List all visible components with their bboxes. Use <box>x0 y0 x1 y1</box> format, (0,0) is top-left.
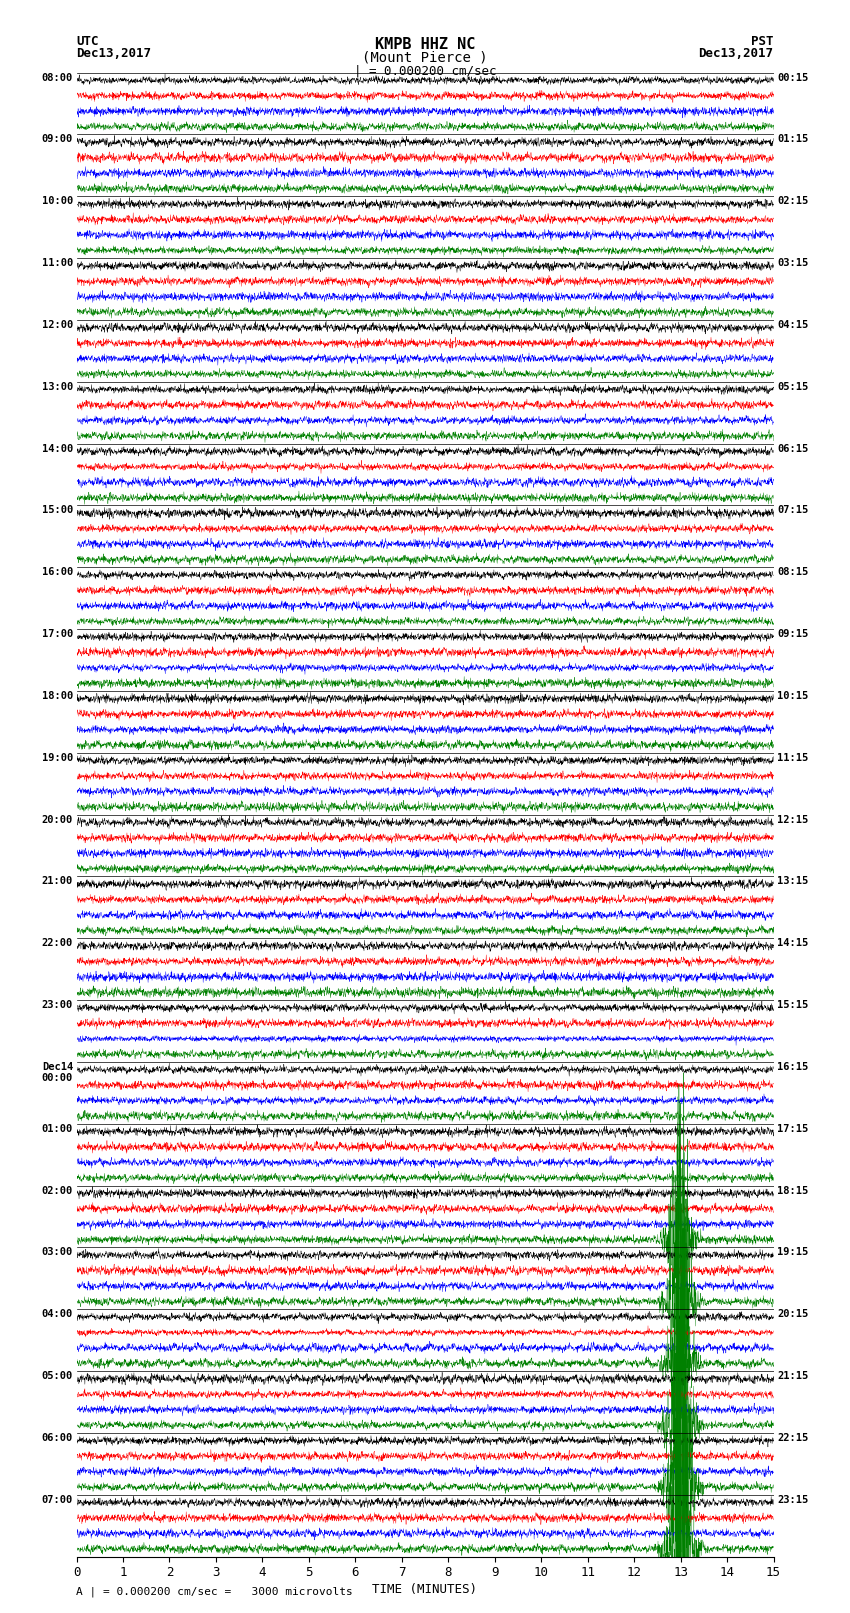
Text: 00:15: 00:15 <box>777 73 808 82</box>
Text: 02:15: 02:15 <box>777 197 808 206</box>
Text: 07:00: 07:00 <box>42 1495 73 1505</box>
Text: 09:15: 09:15 <box>777 629 808 639</box>
Text: 15:15: 15:15 <box>777 1000 808 1010</box>
Text: 22:00: 22:00 <box>42 939 73 948</box>
Text: 21:15: 21:15 <box>777 1371 808 1381</box>
Text: 18:15: 18:15 <box>777 1186 808 1195</box>
Text: 22:15: 22:15 <box>777 1432 808 1444</box>
Text: 14:00: 14:00 <box>42 444 73 453</box>
Text: 17:00: 17:00 <box>42 629 73 639</box>
Text: 11:00: 11:00 <box>42 258 73 268</box>
Text: 19:00: 19:00 <box>42 753 73 763</box>
Text: 23:00: 23:00 <box>42 1000 73 1010</box>
Text: 17:15: 17:15 <box>777 1124 808 1134</box>
Text: 20:00: 20:00 <box>42 815 73 824</box>
Text: Dec13,2017: Dec13,2017 <box>76 47 151 60</box>
Text: 08:00: 08:00 <box>42 73 73 82</box>
Text: 19:15: 19:15 <box>777 1247 808 1258</box>
Text: Dec14
00:00: Dec14 00:00 <box>42 1061 73 1084</box>
Text: 13:00: 13:00 <box>42 382 73 392</box>
Text: 20:15: 20:15 <box>777 1310 808 1319</box>
Text: 06:00: 06:00 <box>42 1432 73 1444</box>
Text: 04:00: 04:00 <box>42 1310 73 1319</box>
Text: UTC: UTC <box>76 35 99 48</box>
Text: PST: PST <box>751 35 774 48</box>
Text: | = 0.000200 cm/sec: | = 0.000200 cm/sec <box>354 65 496 77</box>
Text: 08:15: 08:15 <box>777 568 808 577</box>
Text: (Mount Pierce ): (Mount Pierce ) <box>362 50 488 65</box>
Text: 01:00: 01:00 <box>42 1124 73 1134</box>
Text: 05:00: 05:00 <box>42 1371 73 1381</box>
Text: 21:00: 21:00 <box>42 876 73 887</box>
Text: 01:15: 01:15 <box>777 134 808 145</box>
Text: 10:00: 10:00 <box>42 197 73 206</box>
Text: 14:15: 14:15 <box>777 939 808 948</box>
Text: 03:15: 03:15 <box>777 258 808 268</box>
Text: A | = 0.000200 cm/sec =   3000 microvolts: A | = 0.000200 cm/sec = 3000 microvolts <box>76 1586 354 1597</box>
Text: Dec13,2017: Dec13,2017 <box>699 47 774 60</box>
Text: 13:15: 13:15 <box>777 876 808 887</box>
X-axis label: TIME (MINUTES): TIME (MINUTES) <box>372 1584 478 1597</box>
Text: 10:15: 10:15 <box>777 690 808 702</box>
Text: 05:15: 05:15 <box>777 382 808 392</box>
Text: 12:15: 12:15 <box>777 815 808 824</box>
Text: 11:15: 11:15 <box>777 753 808 763</box>
Text: 02:00: 02:00 <box>42 1186 73 1195</box>
Text: 06:15: 06:15 <box>777 444 808 453</box>
Text: 18:00: 18:00 <box>42 690 73 702</box>
Text: 16:15: 16:15 <box>777 1061 808 1073</box>
Text: 09:00: 09:00 <box>42 134 73 145</box>
Text: 12:00: 12:00 <box>42 319 73 331</box>
Text: KMPB HHZ NC: KMPB HHZ NC <box>375 37 475 52</box>
Text: 15:00: 15:00 <box>42 505 73 516</box>
Text: 07:15: 07:15 <box>777 505 808 516</box>
Text: 04:15: 04:15 <box>777 319 808 331</box>
Text: 23:15: 23:15 <box>777 1495 808 1505</box>
Text: 16:00: 16:00 <box>42 568 73 577</box>
Text: 03:00: 03:00 <box>42 1247 73 1258</box>
